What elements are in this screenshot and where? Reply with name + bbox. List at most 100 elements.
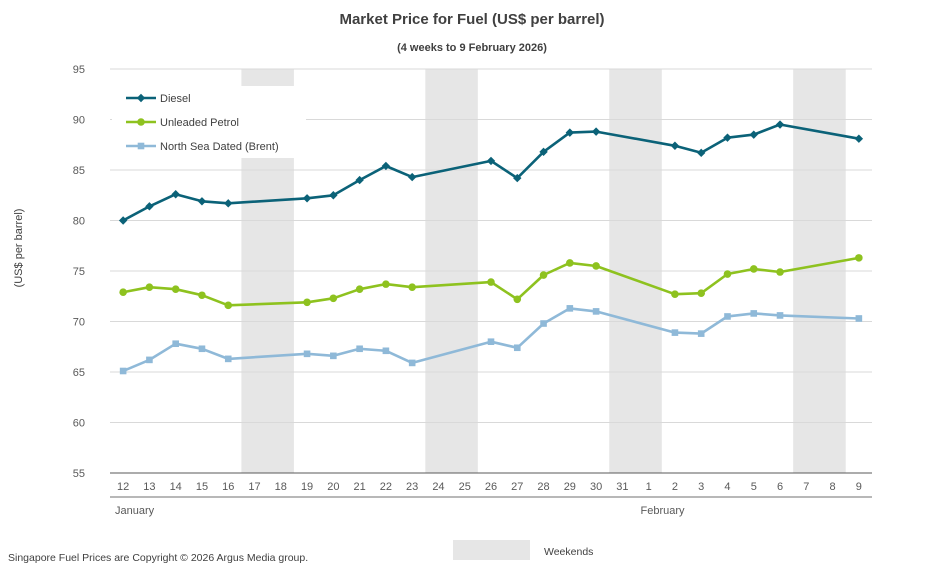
data-point — [724, 313, 731, 320]
data-point — [381, 161, 391, 171]
x-tick-label: 28 — [537, 481, 549, 493]
series-north-sea-dated-brent — [119, 305, 863, 375]
legend-label: Unleaded Petrol — [160, 117, 239, 129]
data-point — [198, 345, 206, 353]
data-point — [723, 270, 732, 278]
data-point — [855, 254, 863, 262]
series-unleaded-petrol — [119, 254, 863, 310]
x-tick-label: 16 — [222, 481, 234, 493]
copyright-note: Singapore Fuel Prices are Copyright © 20… — [8, 552, 308, 564]
data-point — [303, 298, 311, 307]
legend-marker — [137, 118, 145, 126]
x-tick-label: 13 — [143, 481, 155, 493]
month-labels: January February — [115, 505, 685, 517]
data-point — [408, 283, 416, 291]
data-point — [854, 134, 864, 143]
x-tick-label: 27 — [511, 481, 523, 493]
data-point — [671, 290, 679, 299]
data-point — [303, 350, 311, 358]
x-tick-label: 12 — [117, 481, 129, 493]
data-point — [172, 340, 179, 348]
data-point — [540, 320, 547, 327]
x-tick-label: 21 — [353, 481, 365, 493]
legend-label: Diesel — [160, 93, 191, 105]
data-point — [697, 289, 706, 298]
month-label: February — [641, 505, 686, 517]
data-point — [171, 285, 180, 293]
series-diesel — [118, 120, 864, 225]
x-tick-label: 15 — [196, 481, 208, 493]
data-point — [566, 259, 574, 267]
data-point — [408, 359, 416, 367]
x-tick-label: 18 — [275, 481, 287, 493]
data-point — [487, 278, 495, 286]
data-point — [198, 291, 206, 300]
data-point — [855, 315, 863, 322]
data-point — [407, 172, 417, 182]
data-point — [749, 130, 758, 139]
legend-marker — [136, 93, 146, 103]
data-point — [329, 294, 338, 303]
data-point — [776, 268, 784, 276]
x-tick-label: 17 — [248, 481, 260, 493]
x-tick-label: 8 — [830, 481, 836, 493]
data-point — [119, 367, 127, 375]
data-point — [750, 310, 758, 317]
data-point — [592, 308, 600, 315]
data-point — [355, 175, 364, 185]
data-point — [302, 194, 312, 203]
x-tick-label: 20 — [327, 481, 339, 493]
y-axis-title: (US$ per barrel) — [13, 209, 25, 288]
weekend-legend-swatch — [453, 540, 530, 560]
x-tick-labels: 12 13 14 15 16 17 18 19 20 21 22 23 24 25 26 27 28 29 30 31… — [117, 481, 862, 493]
y-tick-labels: 55 60 65 70 75 80 85 90 95 — [73, 64, 85, 480]
data-point — [119, 288, 127, 297]
data-point — [145, 283, 154, 291]
axes — [110, 472, 872, 498]
data-point — [697, 148, 706, 158]
legend-marker — [137, 142, 145, 150]
data-point — [486, 156, 496, 166]
data-point — [592, 262, 600, 270]
x-tick-label: 31 — [616, 481, 628, 493]
data-point — [697, 330, 705, 337]
data-point — [224, 301, 233, 310]
x-tick-label: 6 — [777, 481, 783, 493]
data-point — [539, 271, 548, 279]
data-point — [356, 345, 363, 353]
data-point — [513, 173, 522, 183]
chart-subtitle: (4 weeks to 9 February 2026) — [397, 42, 547, 54]
data-point — [539, 147, 548, 157]
x-tick-label: 26 — [485, 481, 497, 493]
x-tick-label: 9 — [856, 481, 862, 493]
x-tick-label: 2 — [672, 481, 678, 493]
y-tick-label: 85 — [73, 165, 85, 177]
y-tick-label: 65 — [73, 367, 85, 379]
data-point — [224, 355, 232, 363]
y-tick-label: 55 — [73, 468, 85, 480]
data-point — [671, 329, 679, 336]
x-tick-label: 19 — [301, 481, 313, 493]
data-point — [224, 199, 233, 208]
data-point — [513, 295, 522, 304]
x-tick-label: 22 — [380, 481, 392, 493]
data-point — [355, 285, 364, 293]
y-tick-label: 95 — [73, 64, 85, 76]
weekend-legend-label: Weekends — [544, 546, 593, 558]
legend: Diesel Unleaded Petrol North Sea Dated (Br… — [112, 86, 306, 158]
data-point — [749, 265, 758, 273]
x-tick-label: 7 — [803, 481, 809, 493]
x-tick-label: 4 — [724, 481, 730, 493]
data-point — [171, 190, 180, 199]
legend-label: North Sea Dated (Brent) — [160, 141, 279, 153]
x-tick-label: 30 — [590, 481, 602, 493]
data-point — [146, 356, 153, 364]
data-point — [382, 280, 390, 288]
month-label: January — [115, 505, 155, 517]
data-point — [723, 133, 732, 142]
data-point — [329, 191, 338, 200]
data-point — [197, 197, 207, 206]
x-tick-label: 1 — [646, 481, 652, 493]
y-tick-label: 80 — [73, 216, 85, 228]
